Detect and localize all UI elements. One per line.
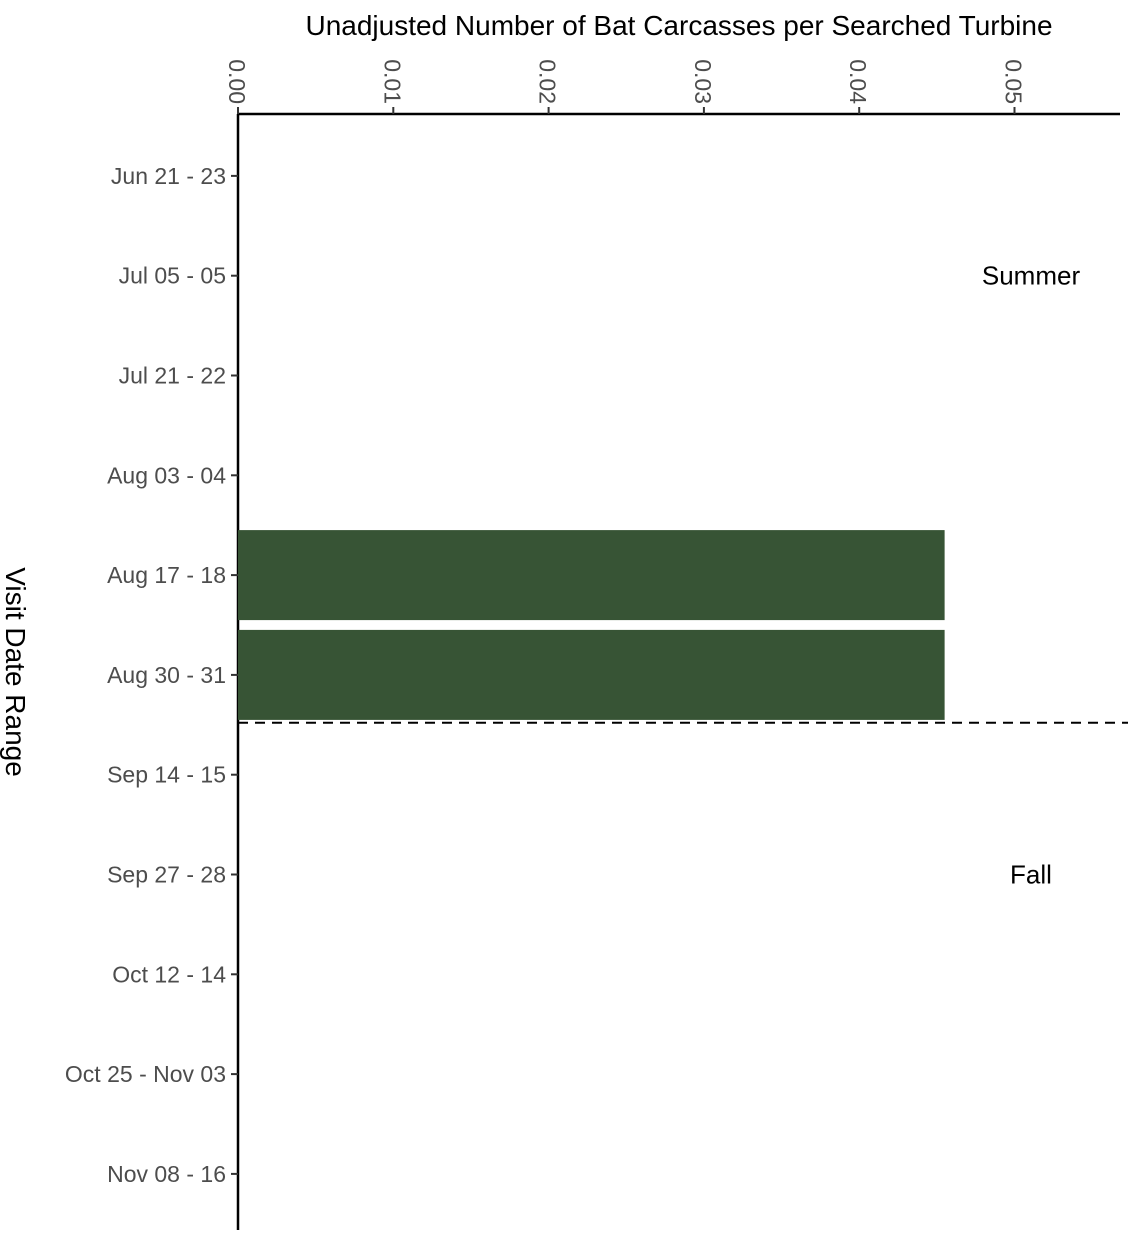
x-tick-label: 0.02 (535, 59, 561, 104)
x-tick-label: 0.05 (1001, 59, 1027, 104)
x-axis-title: Unadjusted Number of Bat Carcasses per S… (305, 10, 1052, 41)
x-tick-label: 0.00 (224, 59, 250, 104)
annotations: Summer Fall (238, 261, 1128, 890)
bar-aug-17-18 (238, 530, 945, 621)
season-label-fall: Fall (1010, 860, 1052, 890)
y-tick-label: Sep 27 - 28 (107, 862, 226, 888)
x-tick-label: 0.01 (379, 59, 405, 104)
y-tick-label: Jul 05 - 05 (119, 263, 226, 289)
x-axis: 0.00 0.01 0.02 0.03 0.04 0.05 (224, 59, 1120, 116)
y-tick-label: Sep 14 - 15 (107, 762, 226, 788)
y-tick-label: Jun 21 - 23 (111, 163, 226, 189)
y-tick-label: Jul 21 - 22 (119, 363, 226, 389)
y-axis-title: Visit Date Range (0, 567, 31, 777)
season-label-summer: Summer (982, 261, 1081, 291)
x-tick-label: 0.04 (845, 59, 871, 104)
y-tick-label: Aug 17 - 18 (107, 562, 226, 588)
y-tick-label: Aug 03 - 04 (107, 462, 226, 488)
x-tick-label: 0.03 (690, 59, 716, 104)
y-tick-label: Nov 08 - 16 (107, 1161, 226, 1187)
y-tick-label: Oct 25 - Nov 03 (65, 1061, 226, 1087)
bar-aug-30-31 (238, 629, 945, 720)
y-tick-label: Aug 30 - 31 (107, 662, 226, 688)
y-tick-label: Oct 12 - 14 (112, 961, 226, 987)
bars (238, 530, 945, 720)
y-axis: Jun 21 - 23 Jul 05 - 05 Jul 21 - 22 Aug 03 … (65, 114, 240, 1230)
